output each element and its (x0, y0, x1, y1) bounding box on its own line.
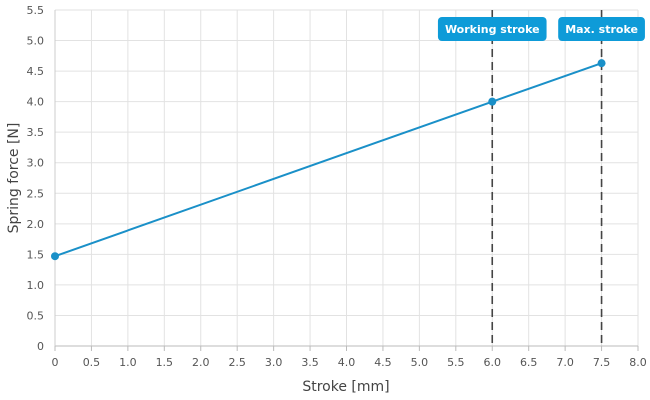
y-tick-label: 1.0 (27, 279, 45, 292)
data-point (488, 97, 497, 106)
y-axis-title: Spring force [N] (6, 123, 22, 234)
x-tick-label: 0.5 (83, 356, 101, 369)
x-tick-label: 0 (52, 356, 59, 369)
x-axis-ticks: 0 0.5 1.0 1.5 2.0 2.5 3.0 3.5 4.0 4.5 5.0 5.5 6.0 6.5… (52, 346, 647, 369)
x-tick-label: 4.0 (338, 356, 356, 369)
marker-badge-bg (558, 17, 645, 41)
x-tick-label: 5.0 (411, 356, 429, 369)
marker-badge: Working stroke (437, 17, 547, 41)
y-tick-label: 5.5 (27, 4, 45, 17)
y-tick-label: 4.0 (27, 96, 45, 109)
marker-badge-bg (437, 17, 547, 41)
marker-badge-label: Working stroke (445, 23, 540, 36)
series-line (54, 62, 602, 258)
series (51, 59, 606, 261)
x-tick-label: 3.5 (301, 356, 319, 369)
y-axis-ticks: 0 0.5 1.0 1.5 2.0 2.5 3.0 3.5 4.0 4.5 5.0 5.5 (27, 4, 45, 353)
x-tick-label: 8.0 (629, 356, 647, 369)
marker-badge-label: Max. stroke (565, 23, 638, 36)
y-tick-label: 5.0 (27, 35, 45, 48)
y-tick-label: 1.5 (27, 248, 45, 261)
x-tick-label: 6.5 (520, 356, 538, 369)
y-tick-label: 0 (37, 340, 44, 353)
data-point (597, 59, 606, 68)
x-tick-label: 1.5 (156, 356, 174, 369)
x-tick-label: 1.0 (119, 356, 137, 369)
x-axis-title: Stroke [mm] (302, 379, 389, 395)
y-tick-label: 4.5 (27, 65, 45, 78)
x-tick-label: 5.5 (447, 356, 465, 369)
x-tick-label: 6.0 (484, 356, 502, 369)
x-tick-label: 3.0 (265, 356, 283, 369)
markers: Working stroke Max. stroke (437, 17, 645, 41)
marker-badge: Max. stroke (558, 17, 645, 41)
grid (54, 9, 639, 347)
x-tick-label: 2.5 (228, 356, 246, 369)
x-tick-label: 7.0 (556, 356, 574, 369)
y-tick-label: 2.5 (27, 187, 45, 200)
y-tick-label: 2.0 (27, 218, 45, 231)
marker-lines (491, 10, 603, 346)
x-tick-label: 4.5 (374, 356, 392, 369)
y-tick-label: 3.0 (27, 157, 45, 170)
y-tick-label: 0.5 (27, 309, 45, 322)
x-tick-label: 7.5 (593, 356, 611, 369)
x-tick-label: 2.0 (192, 356, 210, 369)
y-tick-label: 3.5 (27, 126, 45, 139)
data-point (51, 252, 59, 261)
